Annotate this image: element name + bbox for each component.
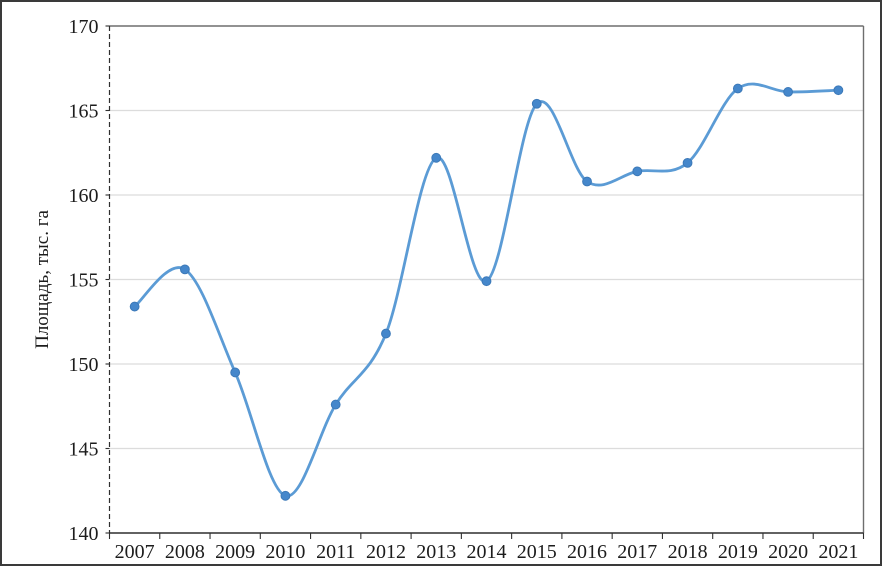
data-point-marker [531, 98, 542, 109]
data-point-marker [330, 399, 341, 410]
x-tick-label: 2012 [366, 541, 406, 563]
x-tick-label: 2019 [718, 541, 758, 563]
data-point-marker [180, 264, 190, 275]
x-tick-label: 2017 [617, 541, 657, 563]
data-point-marker [833, 85, 844, 96]
x-tick-label: 2020 [768, 541, 808, 563]
data-point-marker [230, 367, 241, 378]
y-tick-label: 155 [69, 270, 99, 292]
data-point-marker [129, 301, 140, 312]
data-point-marker [280, 490, 291, 501]
x-tick-label: 2010 [265, 541, 305, 563]
x-tick-label: 2018 [668, 541, 708, 563]
y-tick-label: 145 [69, 439, 99, 461]
series-group [129, 82, 844, 501]
data-point-marker [783, 87, 793, 97]
x-tick-label: 2007 [115, 541, 155, 563]
y-tick-label: 150 [69, 354, 99, 376]
x-tick-label: 2015 [517, 541, 557, 563]
x-tick-label: 2008 [165, 541, 205, 563]
y-tick-label: 160 [69, 185, 99, 207]
axes-group [105, 25, 865, 539]
y-tick-label: 140 [69, 523, 99, 545]
y-tick-label: 170 [69, 16, 99, 38]
data-point-marker [381, 328, 391, 339]
x-tick-label: 2016 [567, 541, 607, 563]
x-tick-label: 2013 [416, 541, 456, 563]
axis-labels-group: 140 145 150 155 160 165 170 2007 2008 2009 2010 201… [69, 16, 859, 563]
data-point-marker [582, 176, 592, 187]
y-tick-label: 165 [69, 101, 99, 123]
x-tick-label: 2011 [316, 541, 355, 563]
data-point-marker [732, 83, 743, 94]
data-point-marker [632, 166, 643, 177]
x-tick-label: 2014 [467, 541, 507, 563]
x-tick-label: 2021 [818, 541, 858, 563]
y-axis-title: Площадь, тыс. га [32, 210, 53, 349]
x-tick-label: 2009 [215, 541, 255, 563]
data-point-marker [481, 276, 492, 287]
series-line [133, 82, 840, 498]
data-point-marker [431, 152, 442, 163]
data-point-marker [682, 157, 693, 168]
